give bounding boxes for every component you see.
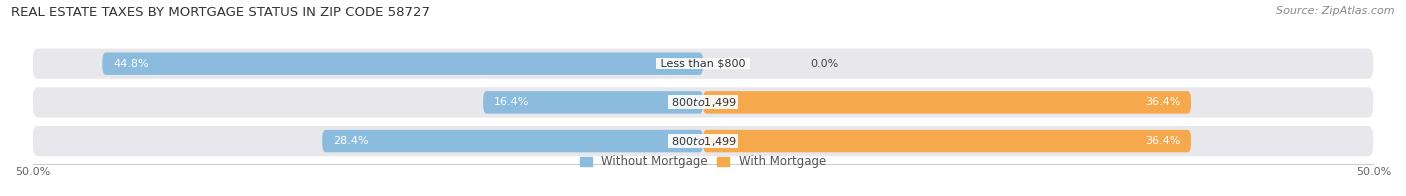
FancyBboxPatch shape <box>703 130 1191 152</box>
Text: Source: ZipAtlas.com: Source: ZipAtlas.com <box>1277 6 1395 16</box>
FancyBboxPatch shape <box>103 53 703 75</box>
Text: 36.4%: 36.4% <box>1144 136 1180 146</box>
FancyBboxPatch shape <box>322 130 703 152</box>
Text: 44.8%: 44.8% <box>112 59 149 69</box>
Text: 0.0%: 0.0% <box>810 59 838 69</box>
Text: $800 to $1,499: $800 to $1,499 <box>668 135 738 148</box>
Text: $800 to $1,499: $800 to $1,499 <box>668 96 738 109</box>
Text: 16.4%: 16.4% <box>494 97 529 107</box>
FancyBboxPatch shape <box>484 91 703 114</box>
Text: Less than $800: Less than $800 <box>657 59 749 69</box>
Text: REAL ESTATE TAXES BY MORTGAGE STATUS IN ZIP CODE 58727: REAL ESTATE TAXES BY MORTGAGE STATUS IN … <box>11 6 430 19</box>
FancyBboxPatch shape <box>32 126 1374 156</box>
Text: 28.4%: 28.4% <box>333 136 368 146</box>
FancyBboxPatch shape <box>32 49 1374 79</box>
Text: 36.4%: 36.4% <box>1144 97 1180 107</box>
Legend: Without Mortgage, With Mortgage: Without Mortgage, With Mortgage <box>581 155 825 168</box>
FancyBboxPatch shape <box>32 87 1374 117</box>
FancyBboxPatch shape <box>703 91 1191 114</box>
